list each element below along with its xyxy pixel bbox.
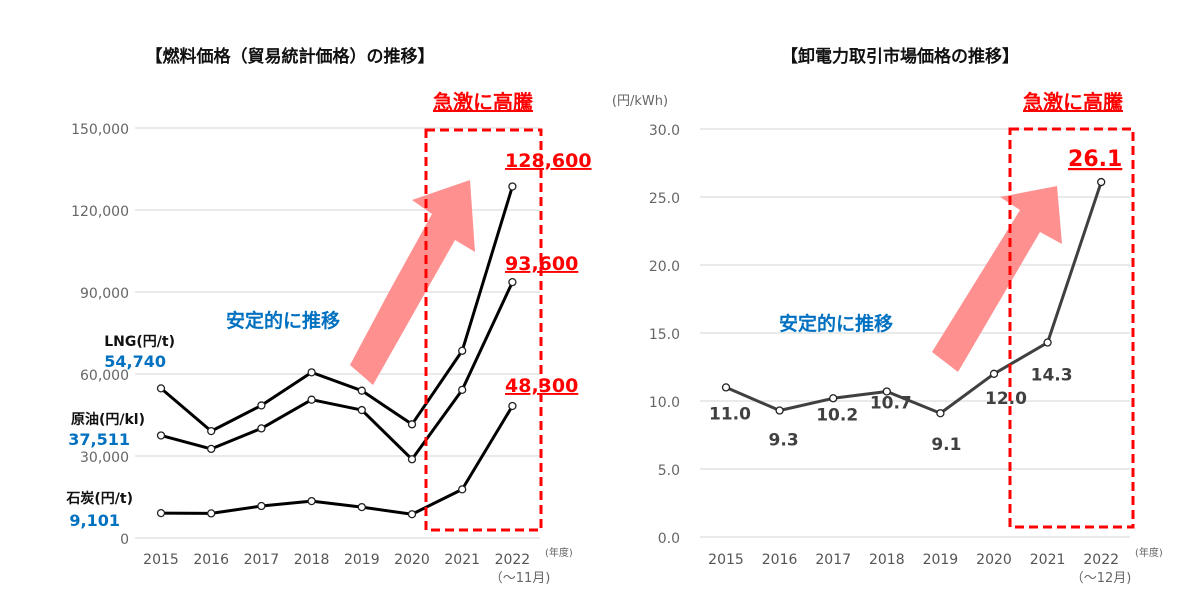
data-label: 12.0 — [985, 389, 1027, 409]
x-tick-label: 2021 — [1030, 552, 1066, 568]
left-x-note: （～11月) — [490, 571, 551, 586]
y-tick-label: 20.0 — [649, 259, 680, 275]
x-tick-label: 2018 — [869, 552, 905, 568]
data-point — [257, 501, 266, 511]
x-tick-label: 2022 — [1083, 552, 1119, 568]
left-stable-label: 安定的に推移 — [226, 309, 340, 332]
data-point — [458, 346, 467, 355]
left-chart-title: 【燃料価格（貿易統計価格）の推移】 — [146, 46, 435, 67]
x-tick-label: 2020 — [394, 552, 430, 568]
data-point — [407, 420, 417, 429]
y-tick-label: 30.0 — [649, 123, 680, 139]
data-point — [989, 369, 999, 378]
data-point — [156, 431, 166, 440]
series-start-coal: 9,101 — [69, 511, 120, 530]
left-highlight-box — [424, 128, 543, 532]
x-tick-label: 2015 — [143, 552, 179, 568]
end-label-crude: 93,600 — [505, 253, 578, 275]
left-surge-label: 急激に高騰 — [433, 90, 534, 114]
data-point — [775, 406, 784, 415]
data-label: 9.1 — [931, 435, 961, 455]
data-point — [357, 405, 366, 415]
data-label: 11.0 — [709, 404, 751, 424]
right-surge-arrow — [932, 186, 1062, 372]
data-point — [257, 424, 266, 433]
data-point — [508, 278, 517, 287]
data-point — [357, 502, 366, 512]
y-tick-label: 15.0 — [649, 327, 680, 343]
data-point — [458, 385, 467, 395]
x-tick-label: 2019 — [344, 552, 380, 568]
data-point — [407, 455, 417, 464]
data-label: 14.3 — [1031, 366, 1073, 386]
data-point — [207, 444, 216, 454]
end-label-lng: 128,600 — [505, 150, 592, 172]
series-line-0 — [160, 186, 514, 433]
data-point — [508, 182, 517, 191]
data-point — [207, 426, 216, 436]
data-point — [307, 368, 316, 377]
x-tick-label: 2017 — [815, 552, 851, 568]
data-point — [508, 401, 517, 411]
x-tick-label: 2020 — [976, 552, 1012, 568]
series-line-2 — [160, 405, 514, 516]
data-point — [936, 409, 945, 418]
x-tick-label: 2018 — [294, 552, 330, 568]
data-label: 9.3 — [769, 431, 799, 451]
right-x-axis-label: (年度) — [1135, 546, 1163, 559]
data-point — [307, 395, 316, 404]
data-point — [207, 509, 216, 518]
right-highlight-box — [1008, 127, 1135, 529]
end-label-coal: 48,300 — [505, 375, 578, 397]
y-tick-label: 10.0 — [649, 395, 680, 411]
data-point — [156, 384, 166, 393]
data-point — [829, 394, 838, 403]
data-point — [458, 485, 467, 494]
x-tick-label: 2016 — [193, 552, 229, 568]
data-point — [357, 386, 366, 395]
series-label-coal: 石炭(円/t) — [65, 490, 133, 507]
y-tick-label: 90,000 — [80, 286, 129, 302]
data-label-highlight: 26.1 — [1068, 147, 1122, 172]
data-point — [407, 510, 417, 519]
left-x-axis-label: (年度) — [545, 546, 573, 559]
right-y-axis-label: (円/kWh) — [612, 94, 668, 109]
x-tick-label: 2016 — [762, 552, 798, 568]
series-label-crude: 原油(円/kl) — [71, 411, 145, 428]
y-tick-label: 25.0 — [649, 191, 680, 207]
series-start-lng: 54,740 — [104, 352, 166, 371]
data-label: 10.2 — [816, 405, 858, 425]
data-point — [307, 496, 316, 506]
data-point — [156, 508, 166, 518]
series-line-0 — [725, 181, 1103, 415]
y-tick-label: 60,000 — [80, 368, 129, 384]
x-tick-label: 2019 — [923, 552, 959, 568]
y-tick-label: 120,000 — [71, 204, 129, 220]
right-x-note: （～12月) — [1071, 571, 1132, 586]
series-label-lng: LNG(円/t) — [104, 334, 175, 350]
x-tick-label: 2017 — [244, 552, 280, 568]
y-tick-label: 0 — [120, 532, 129, 548]
right-chart-title: 【卸電力取引市場価格の推移】 — [781, 46, 1019, 67]
data-point — [1097, 177, 1106, 187]
data-point — [257, 401, 266, 410]
right-surge-label: 急激に高騰 — [1023, 90, 1124, 114]
y-tick-label: 0.0 — [658, 531, 680, 547]
x-tick-label: 2021 — [444, 552, 480, 568]
left-surge-arrow — [350, 180, 475, 385]
x-tick-label: 2015 — [708, 552, 744, 568]
data-point — [882, 387, 891, 396]
x-tick-label: 2022 — [495, 552, 531, 568]
right-stable-label: 安定的に推移 — [779, 312, 893, 335]
series-start-crude: 37,511 — [68, 430, 130, 449]
y-tick-label: 150,000 — [71, 122, 129, 138]
y-tick-label: 30,000 — [80, 450, 129, 466]
series-line-1 — [160, 281, 514, 461]
y-tick-label: 5.0 — [658, 463, 680, 479]
data-point — [721, 383, 731, 392]
data-label: 10.7 — [870, 393, 912, 413]
data-point — [1043, 338, 1052, 347]
